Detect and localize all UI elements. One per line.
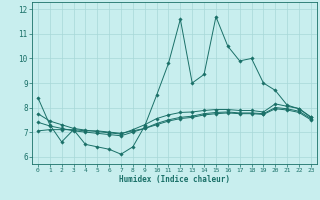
- X-axis label: Humidex (Indice chaleur): Humidex (Indice chaleur): [119, 175, 230, 184]
